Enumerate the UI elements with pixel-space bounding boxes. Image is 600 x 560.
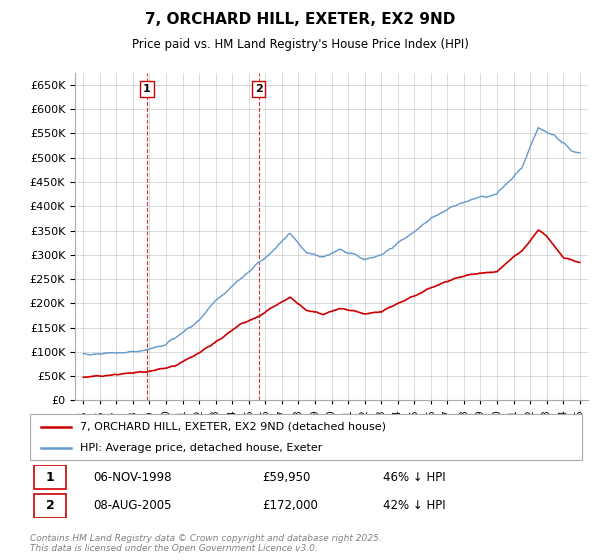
Text: 1: 1 [46, 470, 55, 483]
FancyBboxPatch shape [34, 465, 67, 489]
Text: 7, ORCHARD HILL, EXETER, EX2 9ND (detached house): 7, ORCHARD HILL, EXETER, EX2 9ND (detach… [80, 422, 386, 432]
Text: £172,000: £172,000 [262, 500, 318, 512]
Text: 7, ORCHARD HILL, EXETER, EX2 9ND: 7, ORCHARD HILL, EXETER, EX2 9ND [145, 12, 455, 27]
Text: £59,950: £59,950 [262, 470, 310, 483]
FancyBboxPatch shape [34, 493, 67, 518]
Text: 1: 1 [143, 84, 151, 94]
Text: HPI: Average price, detached house, Exeter: HPI: Average price, detached house, Exet… [80, 443, 322, 453]
Text: 2: 2 [255, 84, 263, 94]
Text: 06-NOV-1998: 06-NOV-1998 [94, 470, 172, 483]
FancyBboxPatch shape [30, 414, 582, 460]
Text: Contains HM Land Registry data © Crown copyright and database right 2025.
This d: Contains HM Land Registry data © Crown c… [30, 534, 382, 553]
Text: 42% ↓ HPI: 42% ↓ HPI [383, 500, 446, 512]
Text: 46% ↓ HPI: 46% ↓ HPI [383, 470, 446, 483]
Text: 08-AUG-2005: 08-AUG-2005 [94, 500, 172, 512]
Text: Price paid vs. HM Land Registry's House Price Index (HPI): Price paid vs. HM Land Registry's House … [131, 38, 469, 50]
Text: 2: 2 [46, 500, 55, 512]
